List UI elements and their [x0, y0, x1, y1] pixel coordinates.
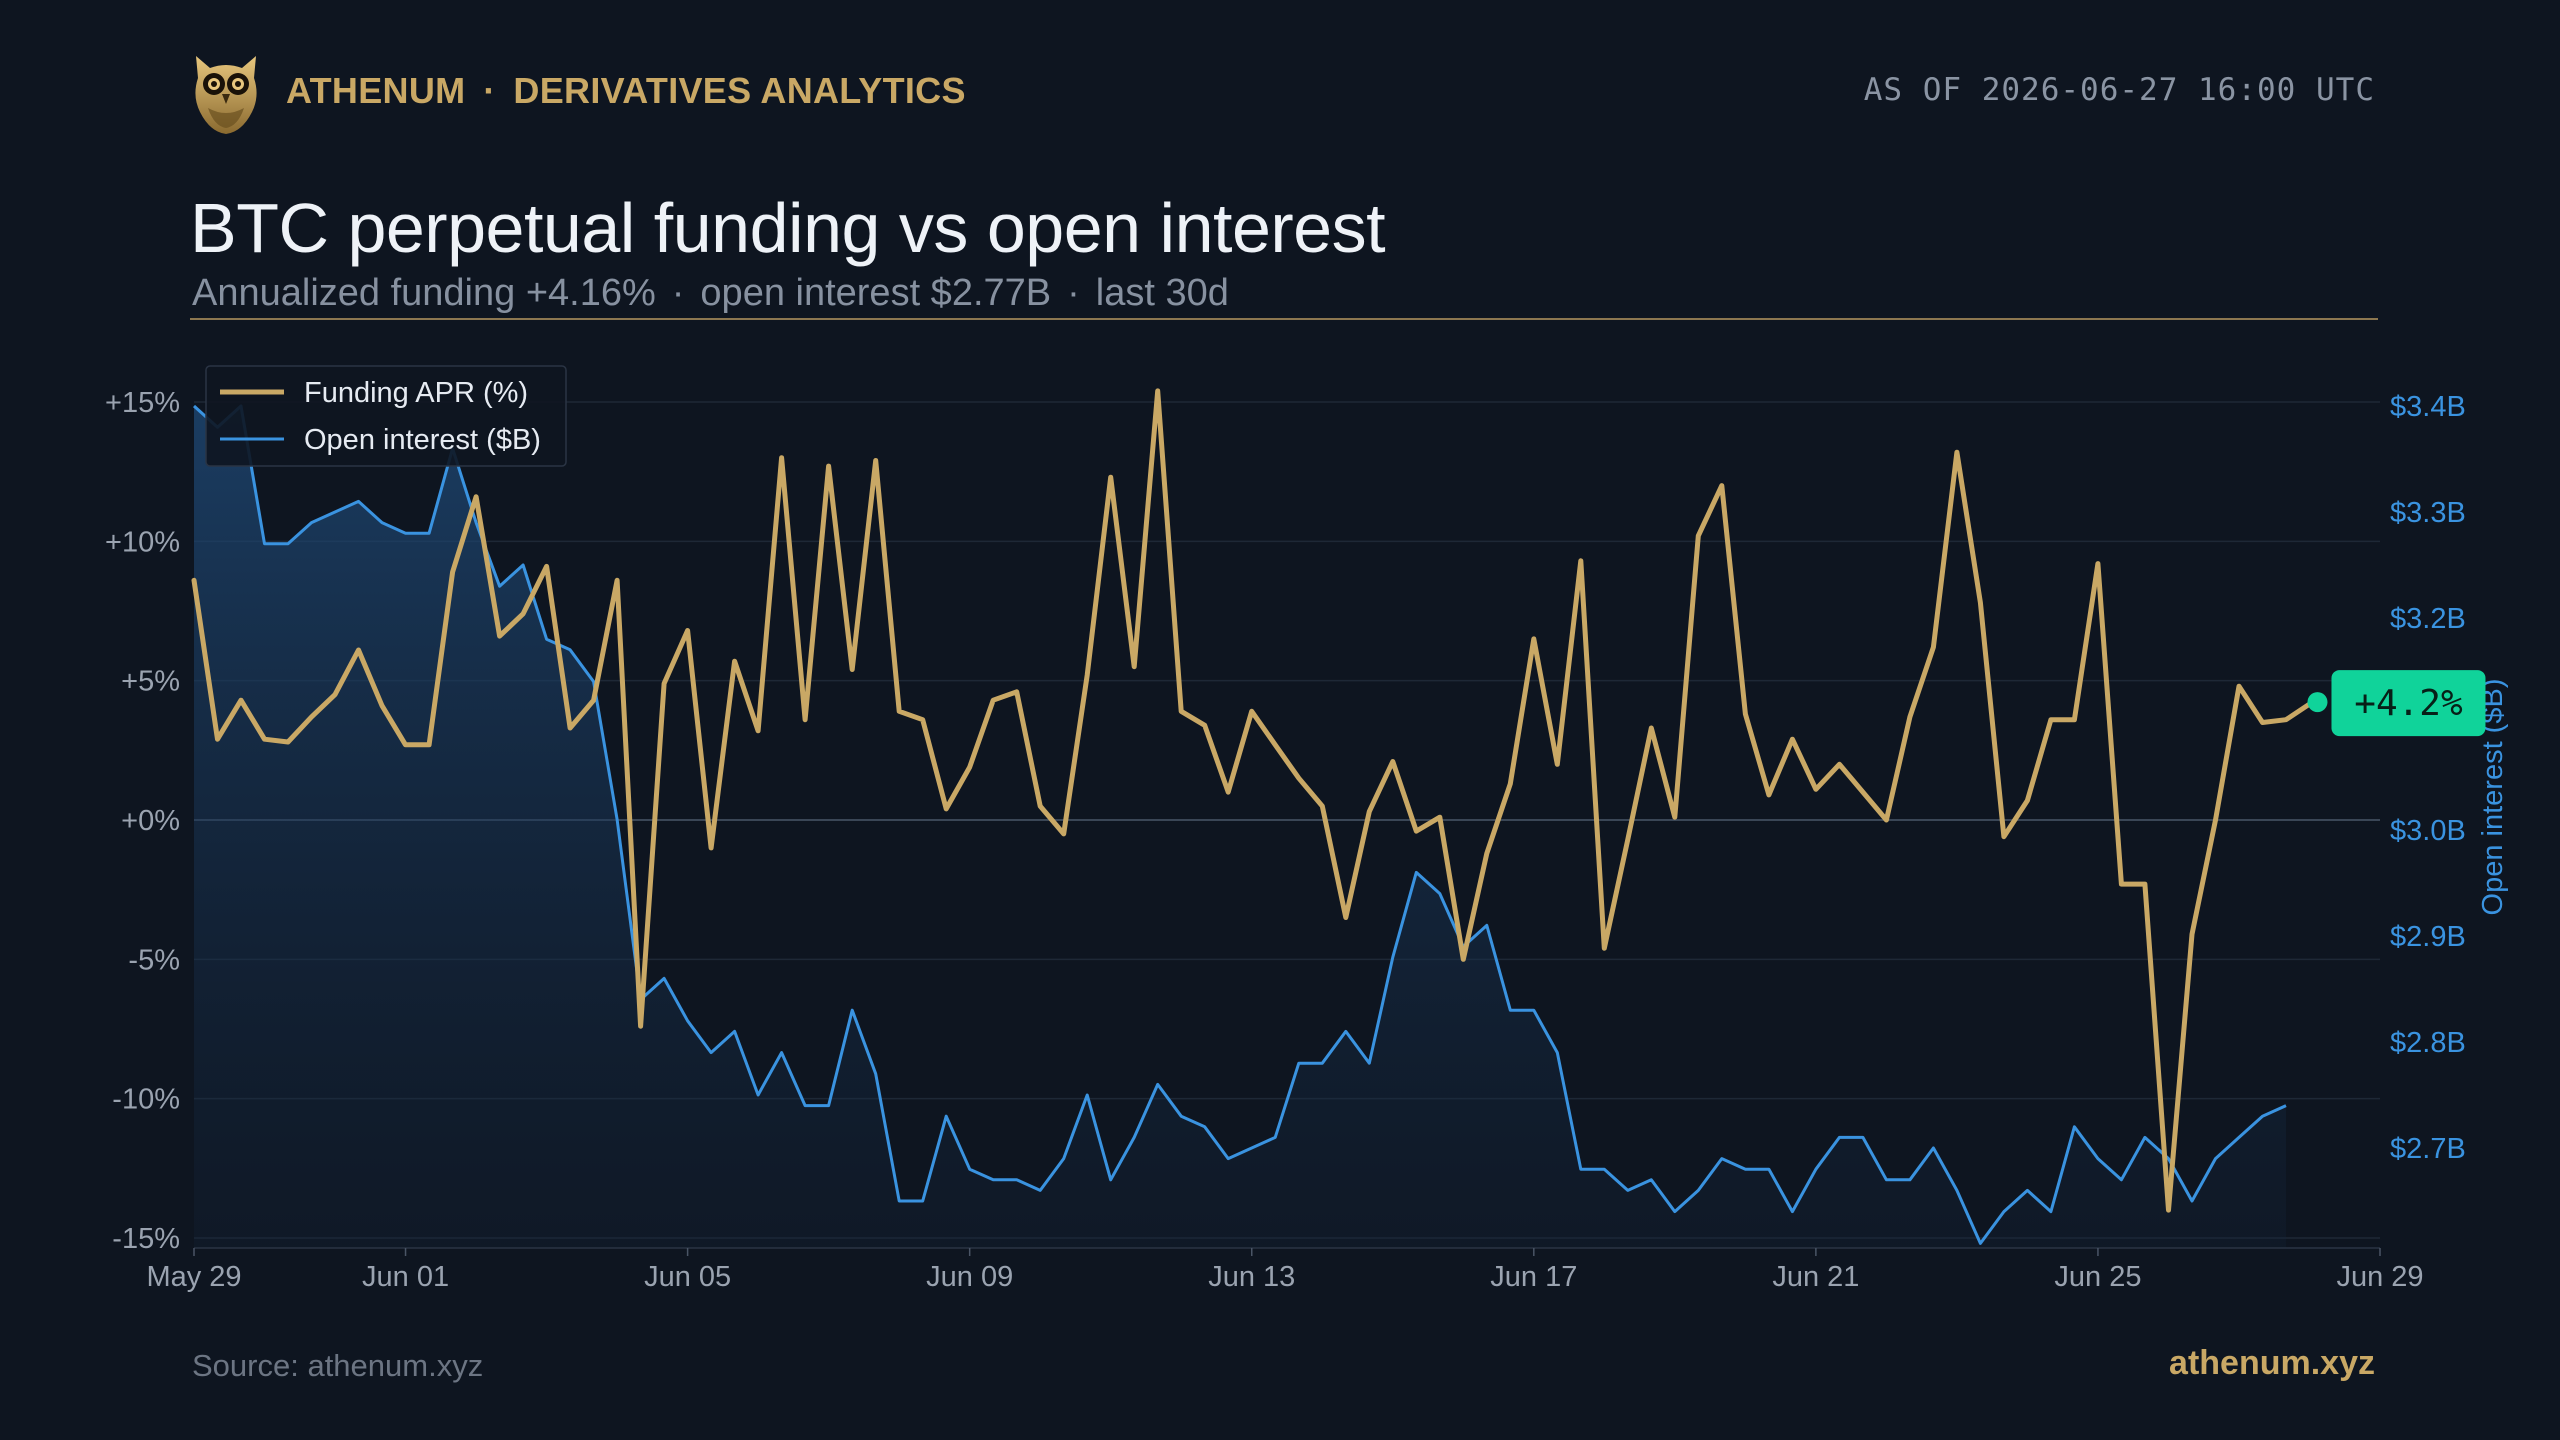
subtitle-open-interest: open interest $2.77B [700, 272, 1052, 314]
funding-line [191, 388, 2312, 1213]
x-tick-label: Jun 05 [644, 1261, 731, 1293]
y-right-tick-label: $3.4B [2390, 391, 2466, 423]
y-right-tick-label: $3.3B [2390, 497, 2466, 529]
y-right-tick-label: $2.8B [2390, 1027, 2466, 1059]
x-tick-label: Jun 13 [1208, 1261, 1295, 1293]
y-left-tick-label: +10% [105, 526, 180, 558]
legend: Funding APR (%) Open interest ($B) [205, 365, 567, 467]
y-left-tick-label: -10% [112, 1084, 180, 1116]
x-tick-label: Jun 25 [2054, 1261, 2141, 1293]
y-right-tick-label: $3.2B [2390, 603, 2466, 635]
x-tick-label: Jun 17 [1490, 1261, 1577, 1293]
open-interest-area [194, 406, 2286, 1248]
last-value-badge: +4.2% [2307, 670, 2486, 737]
brand-header: ATHENUM · DERIVATIVES ANALYTICS [190, 48, 966, 134]
subtitle-separator: · [1067, 272, 1080, 314]
y-right-tick-label: $2.7B [2390, 1133, 2466, 1165]
legend-label-open-interest: Open interest ($B) [304, 424, 541, 456]
as-of-timestamp: AS OF 2026-06-27 16:00 UTC [1863, 72, 2375, 108]
x-tick-label: Jun 21 [1772, 1261, 1859, 1293]
chart-title: BTC perpetual funding vs open interest [190, 189, 1386, 267]
x-tick-label: Jun 09 [926, 1261, 1013, 1293]
title-divider [190, 318, 2378, 320]
subtitle-separator: · [671, 272, 685, 314]
x-tick-label: Jun 29 [2336, 1261, 2423, 1293]
funding-series [191, 388, 2312, 1213]
x-tick-label: Jun 01 [362, 1261, 449, 1293]
y-left-tick-label: -5% [128, 944, 180, 976]
x-tick-label: May 29 [146, 1261, 241, 1293]
y-left-tick-label: +15% [105, 387, 180, 419]
owl-icon [195, 56, 257, 134]
open-interest-line [192, 404, 2287, 1245]
site-link[interactable]: athenum.xyz [2169, 1344, 2375, 1382]
last-value-dot [2307, 692, 2328, 713]
funding-oi-chart: +15% +10% +5% +0% -5% -10% -15% $3.4B $3.3B $3.2B… [105, 365, 2509, 1293]
chart-subtitle: Annualized funding +4.16% · open interes… [192, 272, 1229, 315]
source-note: Source: athenum.xyz [192, 1348, 484, 1383]
brand-name: ATHENUM [286, 70, 466, 111]
subtitle-funding: Annualized funding +4.16% [192, 272, 656, 314]
brand-separator: · [483, 70, 496, 111]
legend-label-funding: Funding APR (%) [304, 377, 528, 409]
legend-box [205, 365, 567, 467]
y-left-tick-label: +0% [121, 805, 180, 837]
y-left-tick-label: +5% [121, 666, 180, 698]
open-interest-series [192, 404, 2287, 1248]
y-right-tick-label: $3.0B [2390, 815, 2466, 847]
y-right-tick-label: $2.9B [2390, 921, 2466, 953]
subtitle-window: last 30d [1095, 272, 1229, 314]
brand-section: DERIVATIVES ANALYTICS [513, 70, 966, 111]
y-left-tick-label: -15% [112, 1223, 180, 1255]
badge-label: +4.2% [2354, 683, 2463, 724]
badge-box [2331, 670, 2486, 737]
